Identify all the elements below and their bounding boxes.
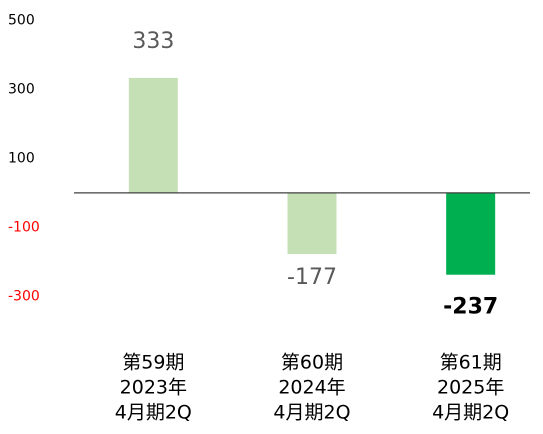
value-label: -237 — [443, 295, 498, 320]
x-tick-label: 第61期 — [440, 352, 502, 374]
y-tick-label: 300 — [8, 81, 35, 97]
y-tick-label: -300 — [8, 288, 40, 304]
x-tick-label: 2024年 — [278, 377, 345, 399]
y-tick-label: 100 — [8, 150, 35, 166]
x-tick-label: 4月期2Q — [115, 402, 192, 424]
bar — [446, 192, 496, 275]
value-label: 333 — [132, 29, 174, 54]
x-tick-label: 4月期2Q — [432, 402, 509, 424]
y-tick-label: 500 — [8, 12, 35, 28]
value-label: -177 — [287, 265, 337, 290]
bar — [287, 192, 337, 255]
x-tick-label: 2023年 — [120, 377, 187, 399]
x-tick-label: 2025年 — [437, 377, 504, 399]
x-tick-label: 第60期 — [281, 352, 343, 374]
x-tick-label: 第59期 — [122, 352, 184, 374]
y-tick-label: -100 — [8, 219, 40, 235]
bar — [128, 77, 178, 193]
x-tick-label: 4月期2Q — [273, 402, 350, 424]
